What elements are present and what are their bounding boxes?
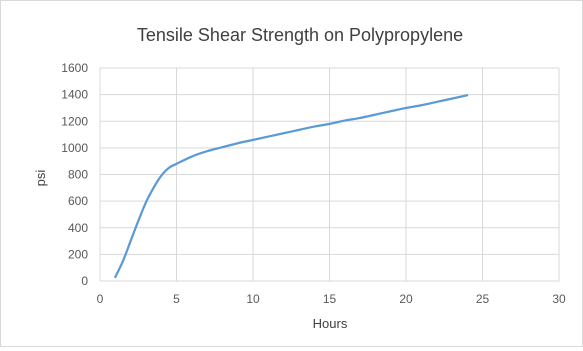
y-tick-label-1400: 1400	[61, 88, 88, 102]
y-tick-label-0: 0	[81, 274, 88, 288]
x-tick-label-0: 0	[97, 292, 104, 306]
x-tick-label-5: 5	[173, 292, 180, 306]
x-tick-label-20: 20	[399, 292, 413, 306]
x-tick-label-15: 15	[323, 292, 337, 306]
y-axis-tick-labels: 0 200 400 600 800 1000 1200 1400 1600	[61, 61, 88, 288]
y-tick-label-1200: 1200	[61, 114, 88, 128]
x-axis-title: Hours	[313, 316, 348, 331]
x-tick-label-25: 25	[476, 292, 490, 306]
x-tick-label-30: 30	[552, 292, 566, 306]
y-tick-label-1600: 1600	[61, 61, 88, 75]
x-axis-tick-labels: 0 5 10 15 20 25 30	[97, 292, 566, 306]
series-line-0	[114, 94, 469, 279]
series-layer	[114, 94, 469, 279]
y-tick-label-1000: 1000	[61, 141, 88, 155]
y-tick-label-200: 200	[68, 247, 88, 261]
x-tick-label-10: 10	[246, 292, 260, 306]
chart-title: Tensile Shear Strength on Polypropylene	[137, 25, 463, 45]
y-axis-title: psi	[33, 170, 48, 187]
y-tick-label-800: 800	[68, 168, 88, 182]
line-chart: Tensile Shear Strength on Polypropylene …	[33, 25, 566, 331]
y-tick-label-400: 400	[68, 221, 88, 235]
y-tick-label-600: 600	[68, 194, 88, 208]
gridlines	[99, 67, 560, 282]
